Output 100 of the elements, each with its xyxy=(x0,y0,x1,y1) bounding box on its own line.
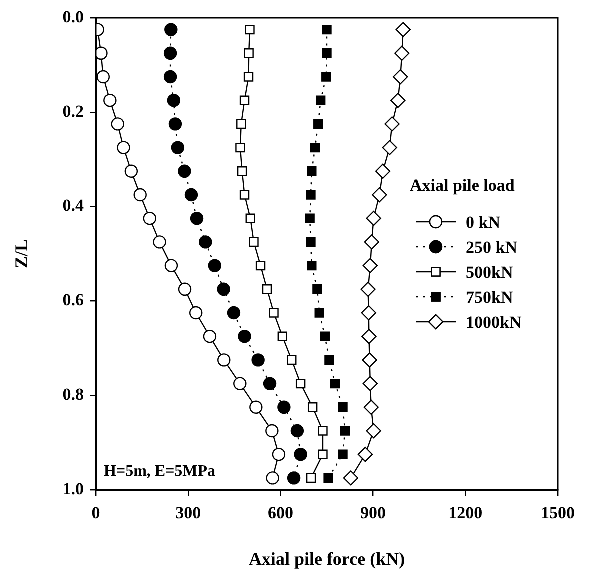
y-tick-label: 1.0 xyxy=(62,479,84,498)
point xyxy=(256,260,266,271)
point xyxy=(394,46,410,61)
point xyxy=(318,426,328,436)
point xyxy=(287,472,301,485)
point xyxy=(322,48,332,58)
point xyxy=(250,400,263,414)
point xyxy=(306,190,316,200)
point xyxy=(234,377,247,390)
point xyxy=(343,470,359,486)
point xyxy=(96,46,108,60)
point xyxy=(240,190,250,200)
point xyxy=(294,448,308,462)
point xyxy=(372,187,388,203)
x-tick-label: 1200 xyxy=(448,504,483,523)
point xyxy=(287,355,297,366)
point xyxy=(266,472,280,485)
point xyxy=(164,70,178,84)
point xyxy=(272,448,286,462)
point xyxy=(227,306,241,320)
point xyxy=(104,94,117,108)
point xyxy=(218,354,231,367)
legend-label: 250 kN xyxy=(466,238,518,257)
point xyxy=(306,237,316,248)
point xyxy=(184,188,198,202)
point xyxy=(238,330,252,344)
point xyxy=(316,96,326,106)
point xyxy=(338,402,348,412)
point xyxy=(362,376,378,392)
point xyxy=(262,284,272,294)
point xyxy=(143,212,156,226)
point xyxy=(396,22,411,38)
x-tick-label: 1500 xyxy=(541,504,575,523)
point xyxy=(167,94,181,108)
point xyxy=(278,400,291,414)
point xyxy=(208,259,222,272)
point xyxy=(240,96,250,106)
y-tick-label: 0.8 xyxy=(62,384,84,404)
point xyxy=(164,46,178,60)
annotation: H=5m, E=5MPa xyxy=(104,463,216,480)
point xyxy=(249,237,259,248)
point xyxy=(278,332,288,342)
point xyxy=(366,211,382,226)
point xyxy=(203,330,217,344)
legend-label: 1000kN xyxy=(466,313,522,332)
point xyxy=(322,24,332,35)
point xyxy=(237,166,248,176)
point xyxy=(362,258,378,274)
point xyxy=(362,352,378,368)
point xyxy=(308,402,318,412)
point xyxy=(178,282,192,296)
point xyxy=(111,118,124,131)
point xyxy=(244,48,254,58)
x-tick-label: 600 xyxy=(268,504,294,523)
point xyxy=(366,423,382,439)
point xyxy=(269,308,279,318)
point xyxy=(324,355,334,366)
point xyxy=(296,378,306,389)
point xyxy=(312,284,322,294)
point xyxy=(307,260,317,271)
point xyxy=(310,142,320,153)
point xyxy=(263,377,277,390)
point xyxy=(324,473,334,484)
point xyxy=(320,332,330,342)
point xyxy=(164,259,178,272)
point xyxy=(124,164,138,178)
point xyxy=(96,70,110,84)
point xyxy=(168,118,182,131)
point xyxy=(252,354,265,367)
x-tick-label: 900 xyxy=(360,504,386,523)
point xyxy=(190,212,204,226)
point xyxy=(290,424,304,438)
y-tick-label: 0.0 xyxy=(62,7,84,26)
point xyxy=(338,450,348,460)
y-tick-label: 0.2 xyxy=(62,102,84,121)
point xyxy=(314,119,324,130)
point xyxy=(171,141,185,154)
point xyxy=(318,450,328,460)
point xyxy=(153,236,166,249)
point xyxy=(364,234,380,250)
y-tick-label: 0.4 xyxy=(62,196,84,216)
legend-label: 750kN xyxy=(466,288,514,307)
point xyxy=(330,378,340,389)
point xyxy=(382,140,398,156)
y-axis-title: Z/L xyxy=(11,239,32,269)
legend-label: 0 kN xyxy=(466,213,502,232)
point xyxy=(390,93,406,108)
point xyxy=(375,164,391,179)
x-tick-label: 300 xyxy=(176,504,202,523)
point xyxy=(314,308,324,318)
point xyxy=(384,116,400,132)
point xyxy=(217,282,230,296)
point xyxy=(164,23,178,36)
point xyxy=(190,306,203,320)
point xyxy=(306,473,316,484)
point xyxy=(244,72,254,82)
point xyxy=(322,72,332,82)
x-axis-title: Axial pile force (kN) xyxy=(248,548,406,569)
legend-title: Axial pile load xyxy=(410,176,516,195)
point xyxy=(178,164,192,178)
